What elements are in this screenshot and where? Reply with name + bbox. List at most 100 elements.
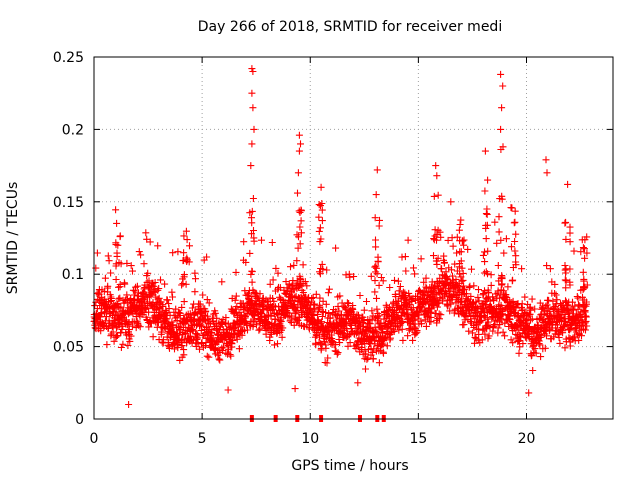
data-point <box>118 326 126 333</box>
data-point <box>578 236 586 244</box>
data-point <box>371 214 379 222</box>
data-point <box>229 337 237 344</box>
data-point <box>459 269 467 277</box>
data-point <box>315 213 323 221</box>
data-point <box>170 328 178 336</box>
data-point <box>499 82 507 90</box>
data-point <box>372 191 380 199</box>
data-point <box>579 244 587 252</box>
data-point <box>183 236 191 244</box>
data-point <box>362 350 370 358</box>
x-tick-label: 15 <box>409 431 427 447</box>
y-axis-ticks: 0 0.05 0.1 0.15 0.2 0.25 <box>53 50 613 428</box>
plot-frame <box>93 56 614 420</box>
data-point <box>342 334 350 342</box>
data-point <box>399 336 407 344</box>
y-axis-label: SRMTID / TECUs <box>5 182 21 295</box>
data-point <box>165 305 173 313</box>
data-point <box>323 359 331 367</box>
data-point <box>531 305 539 313</box>
data-point <box>342 271 350 279</box>
data-point <box>318 260 326 268</box>
data-point <box>288 312 296 320</box>
x-tick-label: 20 <box>518 431 536 447</box>
data-point <box>105 257 113 265</box>
data-point <box>447 300 455 308</box>
data-point <box>151 279 159 286</box>
data-point <box>112 276 120 283</box>
data-point <box>490 296 498 304</box>
data-point <box>418 320 425 328</box>
data-point <box>453 249 461 257</box>
data-point <box>308 294 316 302</box>
data-point <box>249 316 257 324</box>
data-point <box>438 265 446 273</box>
data-point <box>490 322 498 330</box>
data-point <box>250 237 258 245</box>
data-point <box>112 206 120 214</box>
data-point <box>496 321 504 329</box>
data-point <box>566 265 574 273</box>
data-point <box>216 356 224 364</box>
data-point <box>146 238 154 246</box>
data-point <box>174 248 182 256</box>
data-point <box>460 321 468 329</box>
data-point <box>518 265 526 273</box>
data-point <box>328 335 336 343</box>
data-point <box>512 252 520 260</box>
data-point <box>215 355 223 363</box>
data-point <box>481 248 488 256</box>
data-point <box>371 288 379 296</box>
data-point <box>267 330 275 338</box>
y-tick-label: 0.25 <box>53 50 84 66</box>
data-point <box>484 176 492 184</box>
data-point <box>186 310 194 318</box>
data-point <box>501 332 509 340</box>
data-point <box>202 307 210 315</box>
data-point <box>434 226 442 234</box>
data-points <box>90 65 591 408</box>
data-point <box>360 306 368 314</box>
data-point <box>583 322 591 330</box>
data-point <box>180 232 188 240</box>
data-point <box>140 260 148 268</box>
data-point <box>346 339 354 347</box>
data-point <box>317 183 325 191</box>
data-point <box>506 316 514 324</box>
data-point <box>368 316 376 324</box>
data-point <box>512 230 520 238</box>
data-point <box>415 286 423 294</box>
x-tick-label: 0 <box>90 431 99 447</box>
data-point <box>404 332 412 340</box>
data-point <box>176 309 184 317</box>
data-point <box>232 268 240 276</box>
data-point <box>456 221 464 228</box>
data-point <box>423 284 431 292</box>
data-point <box>334 349 342 357</box>
data-point <box>508 277 516 285</box>
data-point <box>274 311 281 319</box>
data-point <box>110 337 118 345</box>
data-point <box>374 258 382 266</box>
data-point <box>295 207 303 215</box>
data-point <box>500 287 508 295</box>
x-axis-ticks: 0 5 10 15 20 <box>90 57 536 447</box>
data-point <box>411 325 419 333</box>
data-point <box>324 289 332 297</box>
data-point <box>508 243 515 251</box>
data-point <box>430 252 437 260</box>
data-point <box>431 226 439 234</box>
data-point <box>142 229 150 237</box>
data-point <box>315 227 323 235</box>
data-point <box>127 332 135 340</box>
data-point <box>484 247 492 255</box>
data-point <box>178 342 186 350</box>
data-point <box>309 294 317 302</box>
data-point <box>211 309 219 317</box>
data-point <box>552 291 560 299</box>
data-point <box>550 333 558 341</box>
data-point <box>336 292 344 300</box>
data-point <box>106 298 114 306</box>
data-point <box>542 156 550 164</box>
data-point <box>362 365 369 373</box>
